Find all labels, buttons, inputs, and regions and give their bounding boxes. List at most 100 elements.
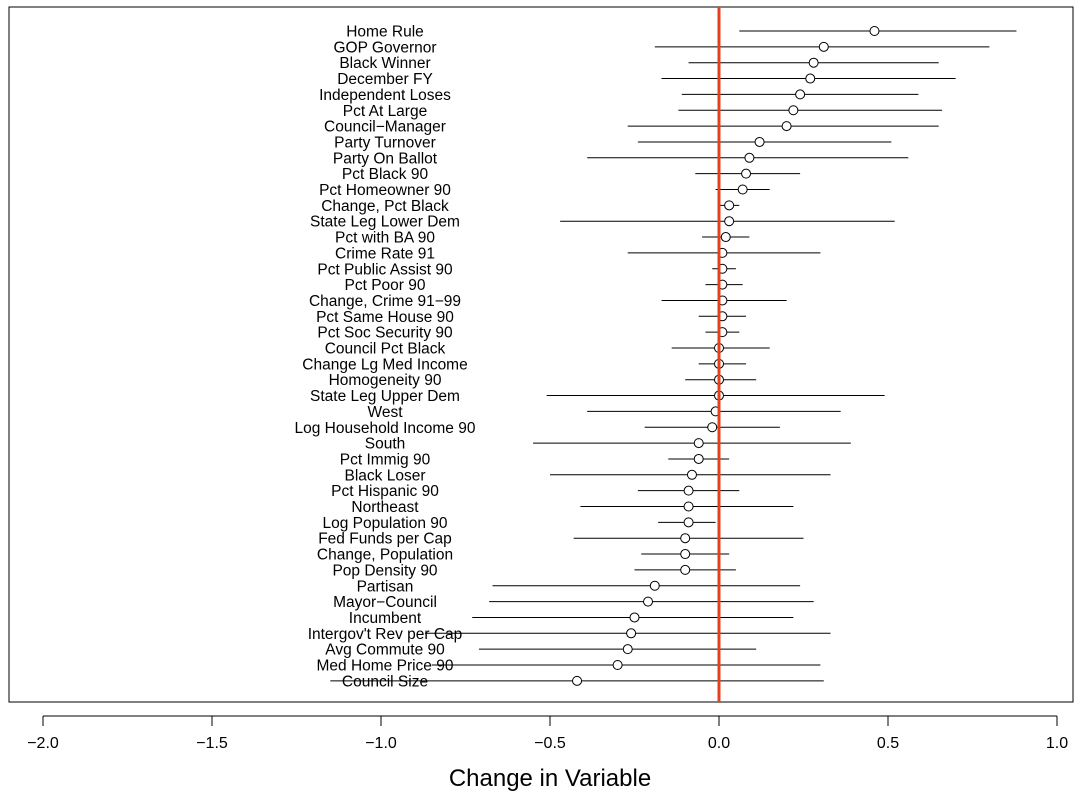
dot-row: Pop Density 90 [332, 562, 736, 579]
x-tick-label: 0.0 [708, 735, 730, 752]
dot-row: Pct Soc Security 90 [317, 325, 740, 342]
dot-row: Pct Poor 90 [345, 277, 743, 294]
point-estimate [680, 549, 691, 560]
x-axis-label: Change in Variable [449, 765, 651, 792]
x-tick-label: 1.0 [1046, 735, 1068, 752]
dot-row: Home Rule [346, 24, 1017, 41]
dot-row: Crime Rate 91 [335, 245, 821, 262]
dot-row: South [365, 436, 851, 453]
dot-row: Black Loser [345, 467, 831, 484]
row-label: South [365, 436, 406, 453]
point-estimate [680, 533, 691, 544]
dot-row: State Leg Lower Dem [310, 214, 895, 231]
row-label: Pct Soc Security 90 [317, 325, 453, 342]
dot-row: Pct Hispanic 90 [331, 483, 740, 500]
point-estimate [724, 200, 735, 211]
dot-row: Med Home Price 90 [317, 658, 821, 675]
dot-row: Council Pct Black [325, 341, 770, 358]
dot-row: Fed Funds per Cap [318, 531, 804, 548]
point-estimate [805, 73, 816, 84]
dot-row: Change, Pct Black [321, 198, 740, 215]
point-estimate [720, 232, 731, 243]
dot-row: Incumbent [349, 610, 794, 627]
dot-row: Partisan [357, 578, 801, 595]
dot-row: December FY [337, 71, 956, 88]
x-tick-label: −1.0 [365, 735, 397, 752]
point-estimate [707, 422, 718, 433]
point-estimate [572, 675, 583, 686]
row-label: Log Population 90 [323, 515, 448, 532]
row-label: Pop Density 90 [332, 562, 437, 579]
row-label: Home Rule [346, 24, 424, 41]
row-label: Pct Black 90 [342, 166, 429, 183]
row-label: Change, Pct Black [321, 198, 449, 215]
row-label: Partisan [357, 578, 414, 595]
point-estimate [788, 105, 799, 116]
dot-row: Pct Immig 90 [340, 451, 730, 468]
dot-row: Log Population 90 [323, 515, 716, 532]
point-estimate [693, 453, 704, 464]
row-label: Change, Crime 91−99 [309, 293, 461, 310]
point-estimate [741, 168, 752, 179]
dot-row: West [367, 404, 841, 421]
row-label: Change Lg Med Income [302, 356, 467, 373]
row-label: Independent Loses [319, 87, 451, 104]
row-label: Party On Ballot [333, 150, 438, 167]
row-label: Avg Commute 90 [325, 642, 445, 659]
row-label: GOP Governor [333, 39, 436, 56]
dot-row: Northeast [351, 499, 794, 516]
row-label: Party Turnover [334, 134, 436, 151]
dot-row: Pct with BA 90 [335, 230, 750, 247]
point-estimate [643, 596, 654, 607]
point-estimate [693, 438, 704, 449]
dot-row: Council−Manager [324, 119, 939, 136]
row-label: Pct Public Assist 90 [317, 261, 453, 278]
row-label: Change, Population [317, 547, 453, 564]
x-tick-label: −1.5 [196, 735, 228, 752]
dot-row: Avg Commute 90 [325, 642, 757, 659]
dot-row: Homogeneity 90 [329, 372, 757, 389]
dot-row: Black Winner [339, 55, 939, 72]
point-estimate [683, 517, 694, 528]
dot-row: GOP Governor [333, 39, 990, 56]
row-label: Council−Manager [324, 119, 446, 136]
point-estimate [649, 580, 660, 591]
row-label: Fed Funds per Cap [318, 531, 452, 548]
point-estimate [724, 216, 735, 227]
dot-row: Pct Same House 90 [316, 309, 747, 326]
row-label: Pct Immig 90 [340, 451, 431, 468]
row-label: State Leg Lower Dem [310, 214, 460, 231]
point-estimate [683, 501, 694, 512]
row-label: Med Home Price 90 [317, 658, 454, 675]
point-estimate [683, 485, 694, 496]
point-estimate [818, 41, 829, 52]
row-label: State Leg Upper Dem [310, 388, 460, 405]
point-estimate [744, 152, 755, 163]
dot-row: Independent Loses [319, 87, 919, 104]
row-label: Pct At Large [343, 103, 427, 120]
point-estimate [808, 57, 819, 68]
dot-row: Pct At Large [343, 103, 943, 120]
point-estimate [622, 644, 633, 655]
row-label: Black Winner [339, 55, 430, 72]
row-label: Incumbent [349, 610, 422, 627]
dot-row: Log Household Income 90 [295, 420, 780, 437]
row-label: Northeast [351, 499, 419, 516]
row-label: Homogeneity 90 [329, 372, 442, 389]
row-label: Crime Rate 91 [335, 245, 435, 262]
row-label: Black Loser [345, 467, 426, 484]
dot-row: Party On Ballot [333, 150, 909, 167]
point-estimate [626, 628, 637, 639]
x-tick-label: 0.5 [877, 735, 899, 752]
point-estimate [680, 564, 691, 575]
row-label: Mayor−Council [333, 594, 437, 611]
point-estimate [795, 89, 806, 100]
x-tick-label: −2.0 [27, 735, 59, 752]
x-tick-label: −0.5 [534, 735, 566, 752]
row-label: Log Household Income 90 [295, 420, 476, 437]
point-estimate [737, 184, 748, 195]
plot-frame [8, 6, 1074, 703]
dot-row: Party Turnover [334, 134, 892, 151]
